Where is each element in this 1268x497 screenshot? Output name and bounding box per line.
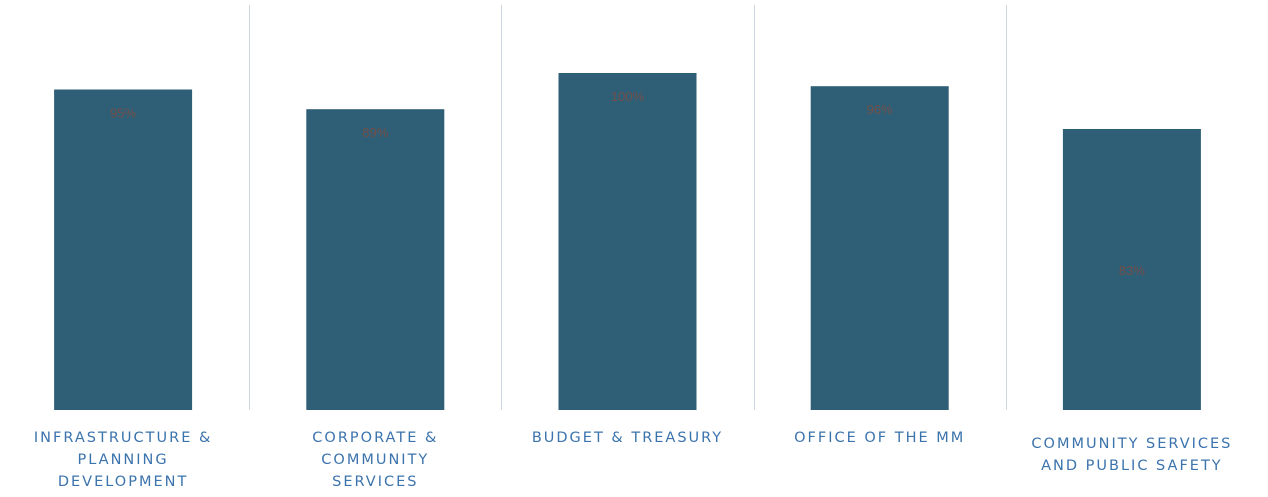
category-label-line: BUDGET & TREASURY (532, 430, 723, 446)
category-label: BUDGET & TREASURY (532, 430, 723, 446)
category-label-line: DEVELOPMENT (58, 474, 189, 490)
category-label-line: PLANNING (78, 452, 169, 468)
bar-data-label: 100% (611, 89, 645, 104)
category-label: OFFICE OF THE MM (794, 430, 965, 446)
bar-data-label: 95% (110, 106, 136, 121)
category-label-line: COMMUNITY SERVICES (1031, 436, 1232, 452)
bar-data-labels: 95% 89% 100% 96% 83% (110, 89, 1145, 278)
bar (810, 86, 949, 410)
bar-data-label: 96% (867, 102, 893, 117)
category-separators (249, 5, 1007, 410)
bar (54, 89, 193, 410)
bar-data-label: 83% (1119, 263, 1145, 278)
bar-data-label: 89% (362, 125, 388, 140)
category-label-line: COMMUNITY (321, 452, 429, 468)
category-labels: INFRASTRUCTURE & PLANNING DEVELOPMENT CORPO… (34, 430, 1232, 490)
bars (54, 73, 1201, 410)
bar (306, 109, 445, 410)
category-label-line: INFRASTRUCTURE & (34, 430, 212, 446)
category-label-line: CORPORATE & (312, 430, 438, 446)
category-label-line: SERVICES (332, 474, 418, 490)
bar (1062, 129, 1201, 410)
category-label: CORPORATE & COMMUNITY SERVICES (312, 430, 438, 490)
category-label-line: AND PUBLIC SAFETY (1041, 458, 1223, 474)
category-label: COMMUNITY SERVICES AND PUBLIC SAFETY (1031, 436, 1232, 474)
bar (558, 73, 697, 410)
category-label-line: OFFICE OF THE MM (794, 430, 965, 446)
category-label: INFRASTRUCTURE & PLANNING DEVELOPMENT (34, 430, 212, 490)
